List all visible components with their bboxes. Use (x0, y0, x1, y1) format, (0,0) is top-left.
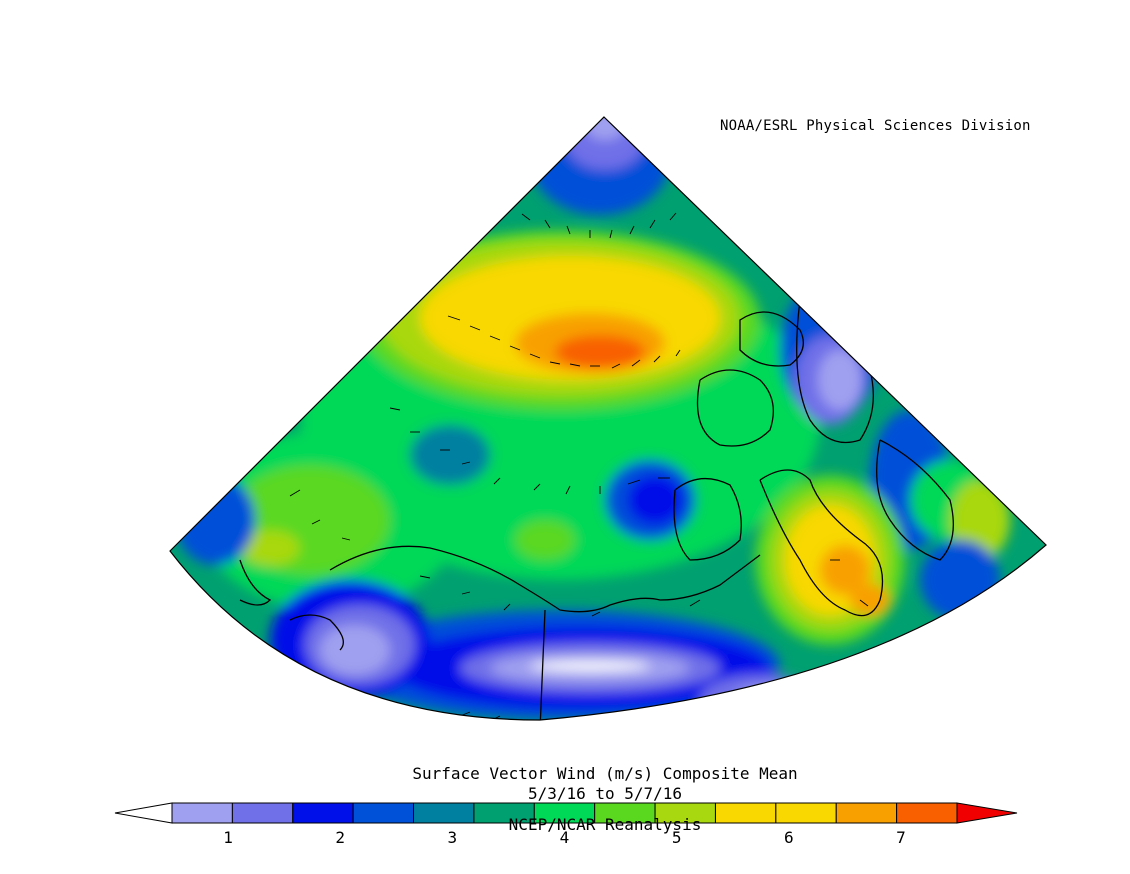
colorbar-tick-label: 6 (783, 828, 794, 847)
colorbar-tick-label: 1 (223, 828, 233, 847)
plot-title: Surface Vector Wind (m/s) Composite Mean (412, 764, 798, 783)
wind-contours (170, 117, 1046, 720)
data-source: NCEP/NCAR Reanalysis (508, 815, 702, 834)
map-boundary (169, 116, 1047, 721)
date-range: 5/3/16 to 5/7/16 (527, 784, 683, 803)
colorbar (114, 802, 1018, 824)
colorbar-tick-label: 4 (559, 828, 570, 847)
colorbar-high-triangle (956, 802, 1018, 824)
colorbar-tick-label: 7 (896, 828, 906, 847)
colorbar-tick-label: 3 (447, 828, 458, 847)
credit-text: NOAA/ESRL Physical Sciences Division (720, 118, 1031, 134)
colorbar-tick-label: 2 (335, 828, 346, 847)
colorbar-tick-label: 5 (671, 828, 682, 847)
